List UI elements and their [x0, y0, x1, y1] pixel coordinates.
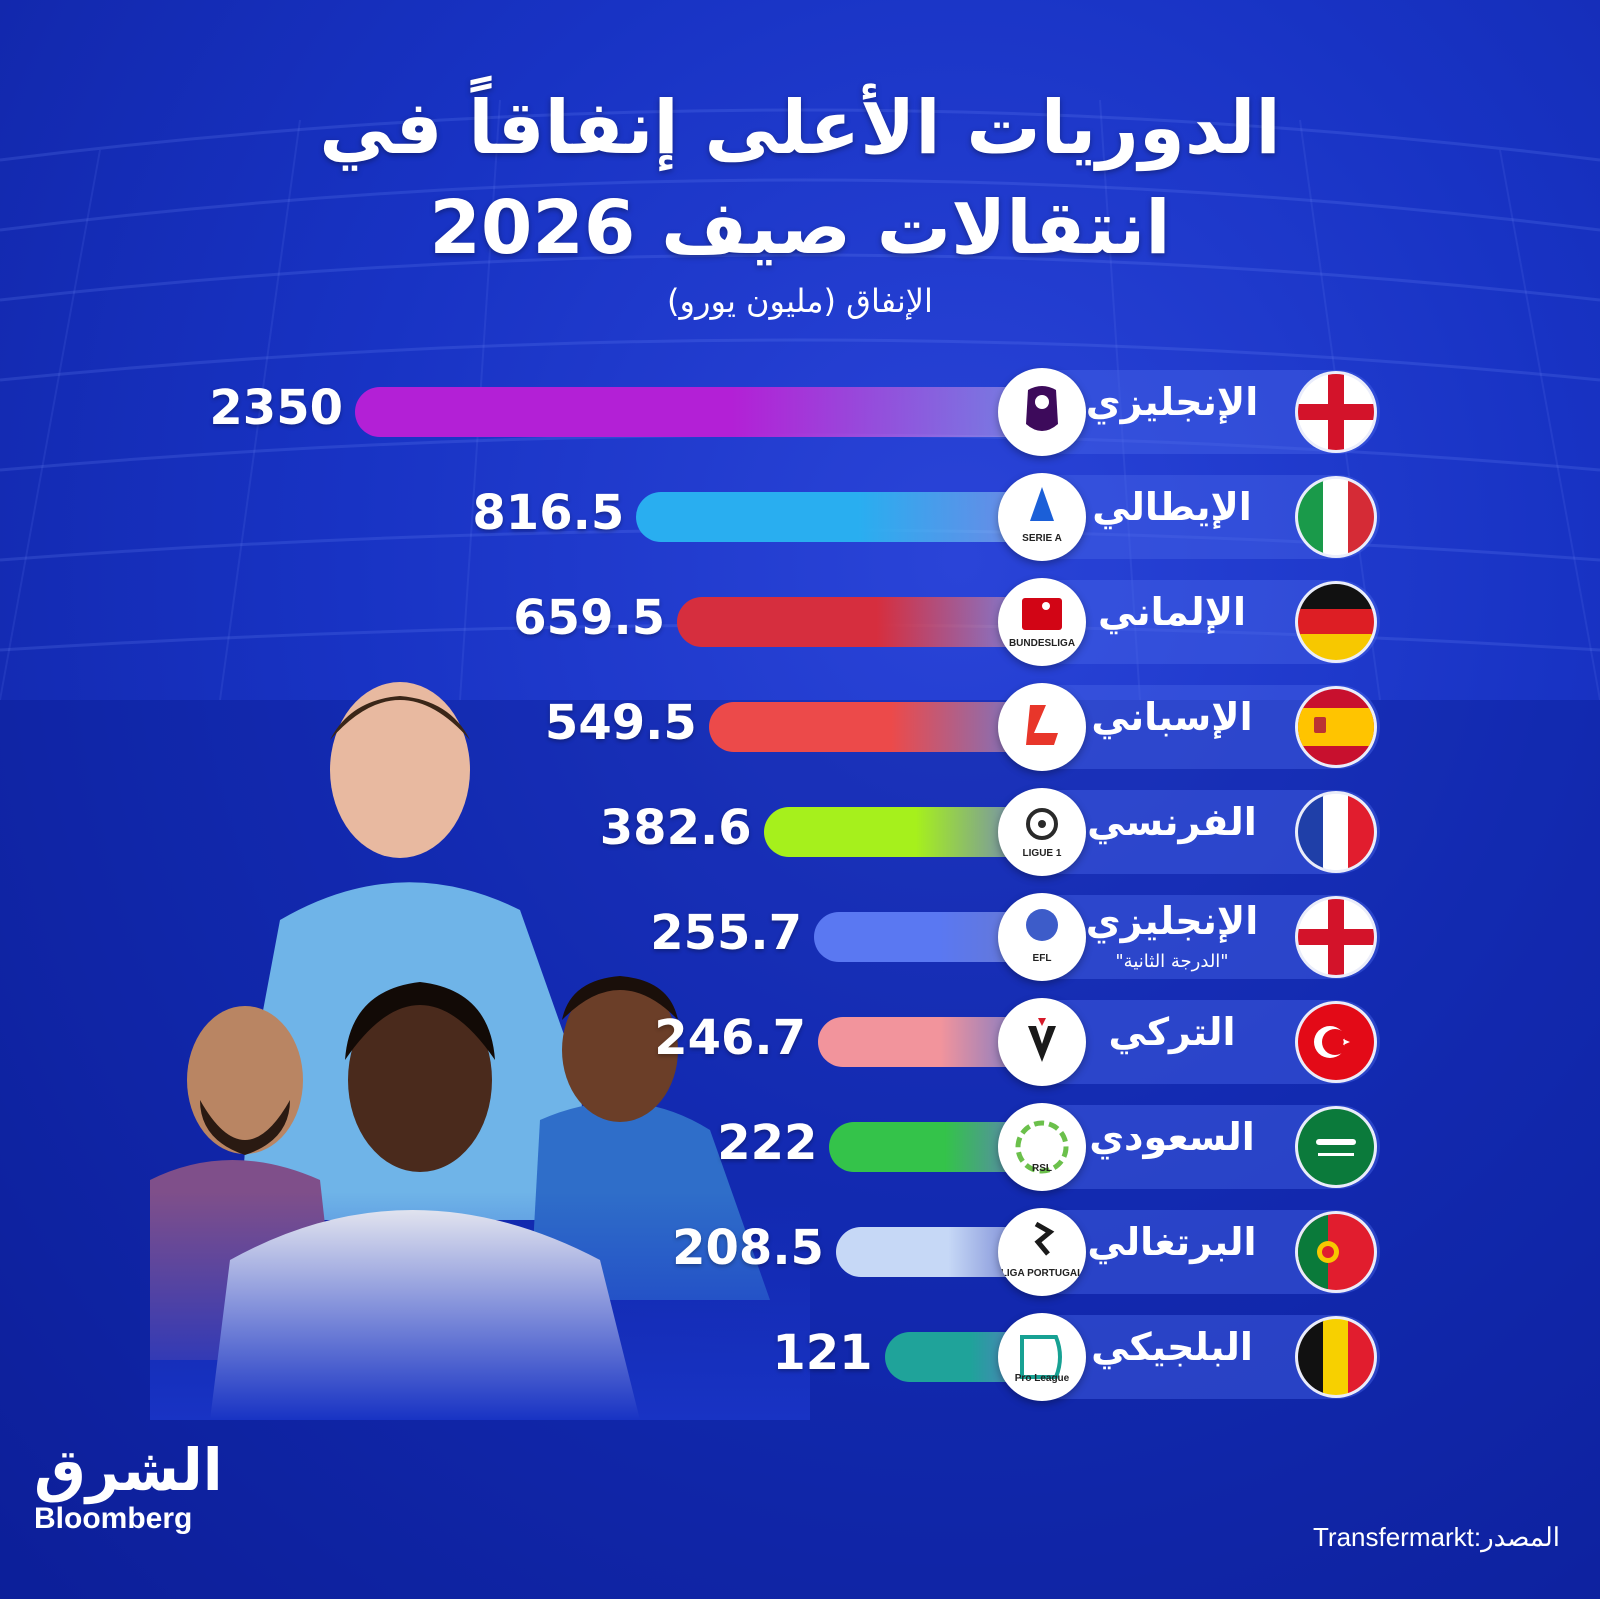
league-logo-text: BUNDESLIGA: [1008, 638, 1076, 649]
bundesliga-logo: BUNDESLIGA: [998, 578, 1086, 666]
players-illustration: [150, 660, 810, 1420]
source-label: المصدر:: [1473, 1522, 1560, 1552]
value-label: 382.6: [599, 800, 752, 856]
serie-a-logo: SERIE A: [998, 473, 1086, 561]
source-credit: المصدر:Transfermarkt: [1313, 1522, 1560, 1553]
value-label: 659.5: [513, 590, 666, 646]
value-label: 208.5: [672, 1220, 824, 1276]
chart-title-line-2: انتقالات صيف 2026: [429, 185, 1171, 271]
premier-league-logo: [998, 368, 1086, 456]
value-label: 255.7: [650, 905, 803, 961]
league-logo-text: SERIE A: [1022, 533, 1062, 544]
league-logo-text: LIGA PORTUGAL: [1000, 1268, 1084, 1279]
italy-flag-icon: [1298, 479, 1374, 555]
portugal-flag-icon: [1298, 1214, 1374, 1290]
spain-flag-icon: [1298, 689, 1374, 765]
france-flag-icon: [1298, 794, 1374, 870]
bar: [708, 702, 1040, 752]
league-label: الإنجليزي: [1085, 380, 1259, 424]
brand-logo-arabic: الشرق: [34, 1436, 223, 1504]
value-label: 549.5: [544, 695, 697, 751]
rsl-logo: RSL: [998, 1103, 1086, 1191]
value-label: 246.7: [654, 1010, 807, 1066]
belgium-flag-icon: [1298, 1319, 1374, 1395]
league-label: الإنجليزي: [1085, 899, 1259, 943]
league-logo-text: EFL: [1032, 953, 1052, 964]
value-label: 2350: [209, 380, 343, 436]
pro-league-logo: Pro League: [998, 1313, 1086, 1401]
league-label: الفرنسي: [1087, 800, 1257, 844]
league-logo-text: LIGUE 1: [1022, 848, 1062, 859]
league-label: البرتغالي: [1087, 1220, 1257, 1264]
super-lig-logo: [998, 998, 1086, 1086]
efl-logo: EFL: [998, 893, 1086, 981]
value-label: 222: [717, 1115, 818, 1171]
brand-logo-english: Bloomberg: [34, 1502, 193, 1535]
bar: [636, 492, 1040, 542]
england-flag-icon: [1298, 374, 1374, 450]
bar: [677, 597, 1040, 647]
laliga-logo: [998, 683, 1086, 771]
liga-portugal-logo: LIGA PORTUGAL: [998, 1208, 1086, 1296]
league-logo-text: Pro League: [1014, 1373, 1070, 1384]
chart-subtitle: الإنفاق (مليون يورو): [667, 282, 933, 320]
league-label: السعودي: [1089, 1115, 1255, 1159]
source-value: Transfermarkt: [1313, 1522, 1474, 1552]
chart-title-line-1: الدوريات الأعلى إنفاقاً في: [319, 85, 1281, 171]
saudi-flag-icon: [1298, 1109, 1374, 1185]
value-label: 121: [772, 1325, 873, 1381]
league-note: "الدرجة الثانية": [1115, 951, 1229, 972]
league-logo-text: RSL: [1032, 1163, 1052, 1174]
germany-flag-icon: [1298, 584, 1374, 660]
ligue-1-logo: LIGUE 1: [998, 788, 1086, 876]
league-label: الإلماني: [1097, 590, 1247, 634]
league-label: التركي: [1108, 1010, 1236, 1054]
england-flag-icon: [1298, 899, 1374, 975]
turkey-flag-icon: [1298, 1004, 1374, 1080]
league-label: الإسباني: [1091, 695, 1253, 739]
value-label: 816.5: [472, 485, 625, 541]
brand-logo: الشرق Bloomberg: [34, 1438, 223, 1536]
bar: [763, 807, 1040, 857]
league-label: البلجيكي: [1091, 1325, 1253, 1369]
league-label: الإيطالي: [1092, 485, 1252, 529]
bar: [355, 387, 1040, 437]
